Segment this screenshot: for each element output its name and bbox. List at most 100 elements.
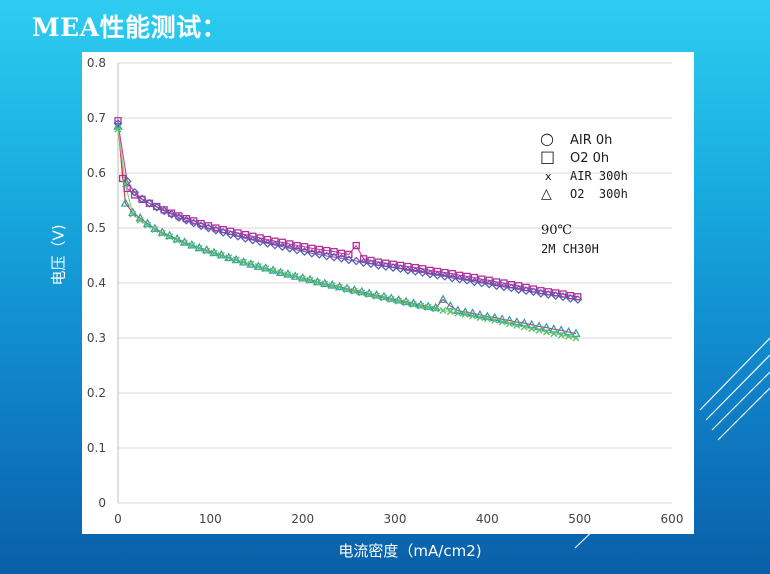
data-point-square [404,262,412,271]
data-point-x [210,249,218,257]
legend-label-o2-300h: O2 300h [570,187,628,201]
series-line-triangle [117,126,577,335]
data-point-x [188,242,196,250]
x-tick-label: 100 [199,512,222,526]
data-point-diamond [529,287,538,297]
data-point-diamond [440,272,450,281]
y-tick-label: 0.7 [87,111,106,125]
data-point-diamond [462,275,472,285]
data-point-square [478,275,486,283]
data-point-square [552,289,560,297]
data-point-square [559,290,567,298]
data-point-diamond [558,292,568,302]
data-point-square [574,293,582,301]
data-point-x [291,272,299,280]
data-point-square [190,217,198,225]
data-point-diamond [410,267,420,276]
data-point-square [396,261,405,270]
data-point-square [345,250,353,259]
data-point-square [389,260,397,268]
data-point-x [528,325,536,333]
data-point-square [175,212,183,220]
x-tick-label: 500 [568,512,591,526]
data-point-diamond [167,209,176,219]
data-point-square [441,268,449,277]
data-point-square [234,229,242,237]
data-point-x [269,267,277,275]
y-tick-label: 0.3 [87,331,106,345]
legend-label-o2-0h: O2 0h [570,151,609,166]
data-point-triangle [534,321,544,330]
data-point-x [550,330,558,338]
legend-symbol-o2-0h: □ [540,147,555,166]
data-point-diamond [300,247,309,256]
data-point-diamond [484,279,494,289]
data-point-x [461,310,469,318]
data-point-diamond [455,274,464,284]
data-point-square [411,263,419,272]
data-point-diamond [255,237,265,247]
data-point-triangle [290,271,300,280]
data-point-x [395,297,403,305]
data-point-square [315,245,323,254]
x-axis-title: 电流密度（mA/cm2) [338,542,482,560]
data-point-square [263,235,272,244]
data-point-diamond [263,239,272,248]
data-point-x [402,299,410,307]
data-point-diamond [381,262,391,271]
data-point-triangle [253,261,263,270]
data-point-x [350,287,358,295]
data-point-x [535,326,543,334]
data-point-x [565,332,573,340]
data-point-x [277,269,285,277]
data-point-diamond [337,253,346,263]
data-point-diamond [113,119,123,128]
data-point-diamond [137,194,147,204]
data-point-square [433,267,442,276]
data-point-x [409,300,417,308]
data-point-diamond [447,273,457,283]
data-point-square [419,265,427,273]
data-point-x [491,316,499,324]
series-line-diamond [117,123,578,301]
data-point-x [217,252,225,259]
data-point-x [572,334,580,342]
y-tick-label: 0.1 [87,441,106,455]
data-point-square [492,278,501,286]
data-point-x [225,254,233,262]
data-point-triangle [238,257,249,266]
data-point-diamond [152,202,162,212]
data-point-x [313,278,321,286]
data-point-diamond [226,230,235,239]
data-point-square [182,214,190,223]
data-point-triangle [246,259,256,268]
data-point-diamond [351,256,361,266]
data-point-square [507,280,515,289]
data-point-square [522,283,530,292]
data-point-square [271,237,279,245]
data-point-x [343,286,351,294]
data-point-square [323,246,331,255]
data-point-triangle [527,319,537,329]
data-point-diamond [403,266,413,275]
data-point-square [337,249,346,257]
data-point-x [262,265,270,273]
data-point-x [151,226,159,234]
data-point-square [114,117,122,125]
data-point-diamond [374,261,383,270]
data-point-x [328,282,336,290]
data-point-square [278,238,287,246]
data-point-x [520,323,528,331]
data-point-x [424,303,432,311]
data-point-square [249,232,257,240]
data-point-diamond [159,206,169,216]
data-point-square [226,227,235,235]
data-point-x [439,307,447,314]
y-tick-label: 0 [98,496,106,510]
data-point-square [352,241,360,250]
data-point-x [166,233,174,241]
data-point-square [426,266,434,275]
data-point-diamond [233,231,243,241]
data-point-triangle [571,328,581,337]
data-point-x [232,256,240,264]
